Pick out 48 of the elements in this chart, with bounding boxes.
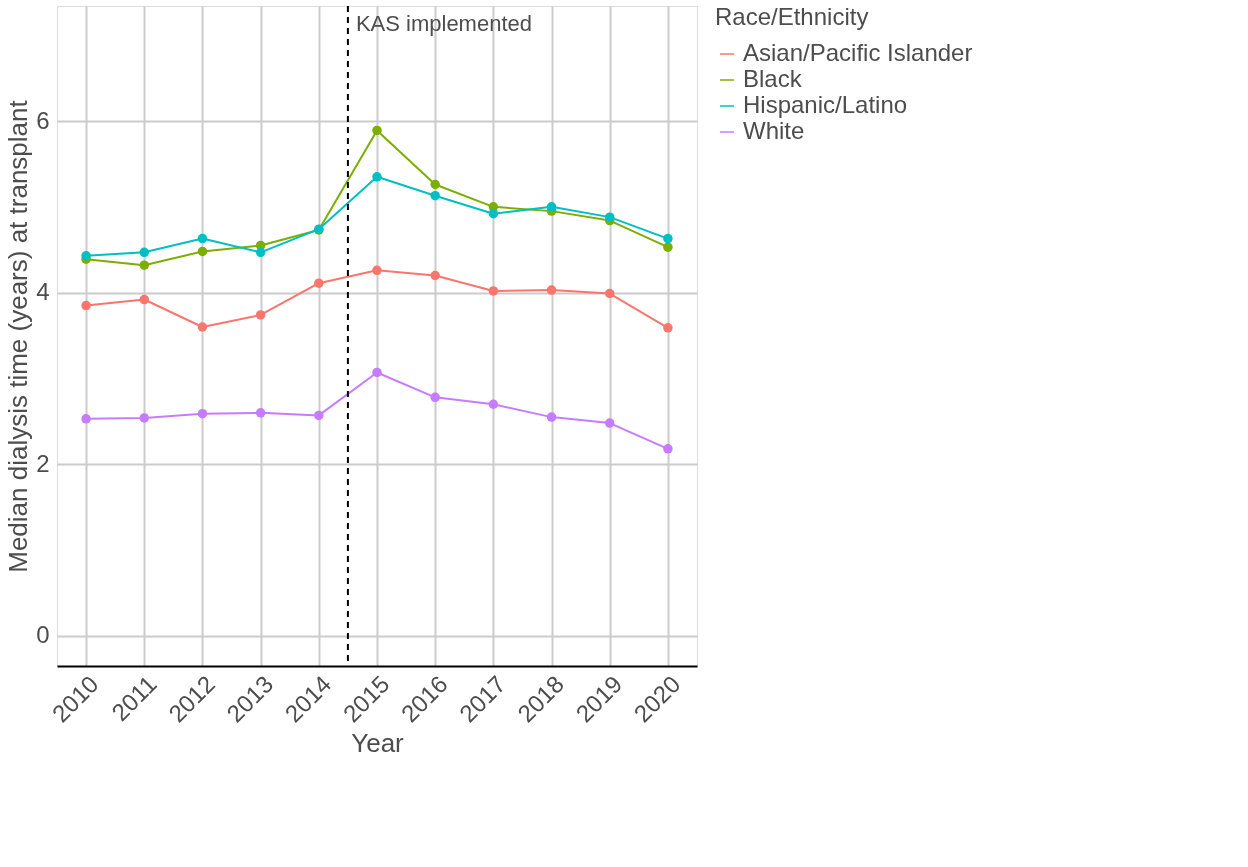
- point: [372, 265, 382, 276]
- point: [255, 247, 266, 258]
- y-tick-label: 0: [36, 621, 50, 649]
- point: [604, 212, 615, 222]
- point: [604, 418, 615, 428]
- point: [255, 310, 266, 320]
- ref-line-label: KAS implemented: [355, 11, 532, 36]
- legend-label: Black: [743, 65, 803, 92]
- point: [546, 412, 557, 422]
- point: [604, 288, 615, 299]
- y-tick-label: 2: [36, 449, 50, 477]
- y-tick-label: 4: [36, 278, 50, 306]
- point: [430, 179, 440, 190]
- legend-label: Asian/Pacific Islander: [743, 39, 973, 66]
- y-axis-title: Median dialysis time (years) at transplant: [3, 99, 34, 573]
- point: [139, 260, 150, 270]
- point: [139, 413, 150, 423]
- point: [546, 202, 557, 212]
- point: [81, 300, 91, 311]
- point: [197, 246, 208, 257]
- legend-label: White: [743, 117, 805, 144]
- point: [314, 278, 324, 288]
- point: [197, 322, 208, 332]
- point: [546, 285, 557, 295]
- point: [81, 414, 91, 424]
- point: [372, 125, 382, 136]
- point: [663, 323, 673, 333]
- point: [255, 408, 266, 418]
- point: [197, 408, 208, 419]
- point: [430, 190, 440, 201]
- x-axis-title: Year: [351, 728, 405, 759]
- point: [663, 444, 673, 454]
- point: [314, 410, 324, 421]
- point: [197, 233, 208, 244]
- legend-title: Race/Ethnicity: [715, 3, 869, 30]
- point: [139, 294, 150, 305]
- point: [663, 242, 673, 252]
- y-tick-label: 6: [36, 106, 50, 134]
- legend-label: Hispanic/Latino: [743, 91, 908, 118]
- point: [430, 270, 440, 281]
- point: [372, 172, 382, 182]
- point: [430, 392, 440, 403]
- point: [488, 399, 499, 409]
- point: [488, 208, 499, 219]
- point: [139, 247, 150, 258]
- point: [488, 286, 499, 296]
- point: [372, 367, 382, 378]
- point: [663, 233, 673, 244]
